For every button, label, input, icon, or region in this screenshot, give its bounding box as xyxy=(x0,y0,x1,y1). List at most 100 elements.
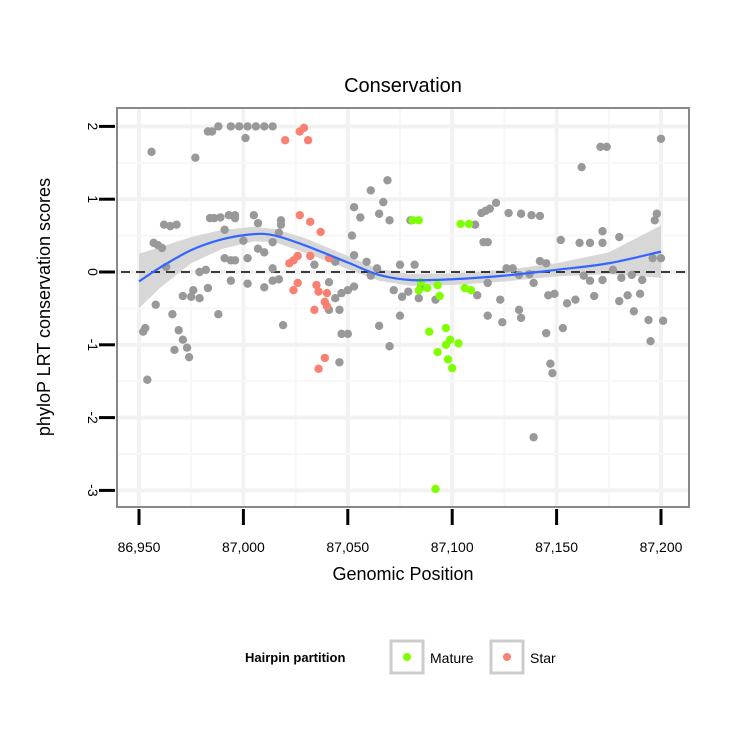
point-mature xyxy=(414,216,423,225)
point-other xyxy=(558,323,568,333)
legend-dot-star xyxy=(503,653,511,661)
point-other xyxy=(658,316,668,325)
point-other xyxy=(598,227,607,236)
point-star xyxy=(303,136,313,145)
point-other xyxy=(331,257,340,267)
point-mature xyxy=(435,291,444,301)
point-other xyxy=(347,231,357,240)
point-other xyxy=(324,277,334,287)
point-other xyxy=(343,286,352,295)
point-other xyxy=(585,276,595,285)
y-tick-label: 2 xyxy=(85,123,101,131)
point-other xyxy=(274,275,284,284)
point-star xyxy=(322,288,332,298)
point-other xyxy=(585,238,595,248)
point-other xyxy=(182,343,192,352)
point-other xyxy=(260,283,269,292)
point-other xyxy=(527,211,536,220)
point-star xyxy=(295,211,304,220)
point-other xyxy=(335,358,344,367)
point-other xyxy=(410,260,419,269)
point-other xyxy=(230,211,240,220)
x-tick-label: 87,200 xyxy=(640,539,683,555)
point-mature xyxy=(464,219,474,229)
point-other xyxy=(337,329,346,339)
point-other xyxy=(414,294,423,303)
point-other xyxy=(397,292,407,301)
point-other xyxy=(617,273,626,283)
point-other xyxy=(253,244,263,253)
point-other xyxy=(485,204,494,213)
point-other xyxy=(349,282,359,291)
point-other xyxy=(268,122,277,131)
point-other xyxy=(535,211,545,221)
point-other xyxy=(508,264,517,273)
point-other xyxy=(650,216,659,225)
point-other xyxy=(379,197,388,207)
point-other xyxy=(602,142,611,151)
point-other xyxy=(529,278,538,288)
x-tick-label: 87,050 xyxy=(326,539,369,555)
point-other xyxy=(383,176,392,185)
point-other xyxy=(349,203,359,212)
point-star xyxy=(293,251,302,261)
point-other xyxy=(209,213,219,223)
point-other xyxy=(147,147,156,157)
point-other xyxy=(623,291,632,300)
point-other xyxy=(483,278,492,288)
point-other xyxy=(575,238,584,248)
point-other xyxy=(385,216,394,225)
point-other xyxy=(143,375,152,384)
point-mature xyxy=(422,283,432,293)
point-other xyxy=(226,276,236,285)
point-mature xyxy=(456,219,465,229)
point-other xyxy=(516,313,526,323)
point-other xyxy=(483,311,492,320)
smooth-line xyxy=(138,232,662,283)
point-other xyxy=(157,243,167,253)
point-other xyxy=(498,318,507,327)
point-other xyxy=(385,342,394,351)
legend-dot-mature xyxy=(403,653,411,661)
point-star xyxy=(289,286,298,295)
point-other xyxy=(331,294,340,303)
point-mature xyxy=(414,286,423,295)
point-other xyxy=(652,209,662,218)
point-star xyxy=(314,287,323,296)
point-other xyxy=(335,305,344,315)
point-other xyxy=(243,279,252,288)
point-star xyxy=(306,217,315,226)
point-other xyxy=(577,162,586,172)
y-tick-label: 1 xyxy=(85,195,101,203)
point-other xyxy=(608,265,618,275)
point-other xyxy=(491,198,501,208)
point-mature xyxy=(425,327,434,336)
chart-title: Conservation xyxy=(344,75,462,97)
point-other xyxy=(473,291,482,300)
point-other xyxy=(629,307,639,316)
y-tick-label: -1 xyxy=(85,339,101,352)
legend-title: Hairpin partition xyxy=(245,650,345,665)
point-other xyxy=(239,236,248,245)
point-other xyxy=(470,220,480,229)
point-other xyxy=(195,294,204,303)
point-other xyxy=(541,259,551,268)
x-tick-label: 87,000 xyxy=(222,539,265,555)
y-tick-label: 0 xyxy=(85,268,101,276)
point-other xyxy=(541,328,551,338)
point-other xyxy=(159,220,169,229)
point-other xyxy=(516,209,526,218)
point-other xyxy=(235,122,244,131)
smooth-line-group xyxy=(138,232,662,283)
point-other xyxy=(404,287,413,296)
point-other xyxy=(544,291,553,300)
point-other xyxy=(529,433,538,442)
point-other xyxy=(251,122,261,131)
point-other xyxy=(635,289,645,299)
confidence-ribbon-group xyxy=(139,225,661,309)
point-star xyxy=(293,278,302,288)
point-other xyxy=(224,211,233,220)
point-mature xyxy=(466,286,476,295)
point-other xyxy=(598,275,607,285)
point-other xyxy=(483,237,492,247)
